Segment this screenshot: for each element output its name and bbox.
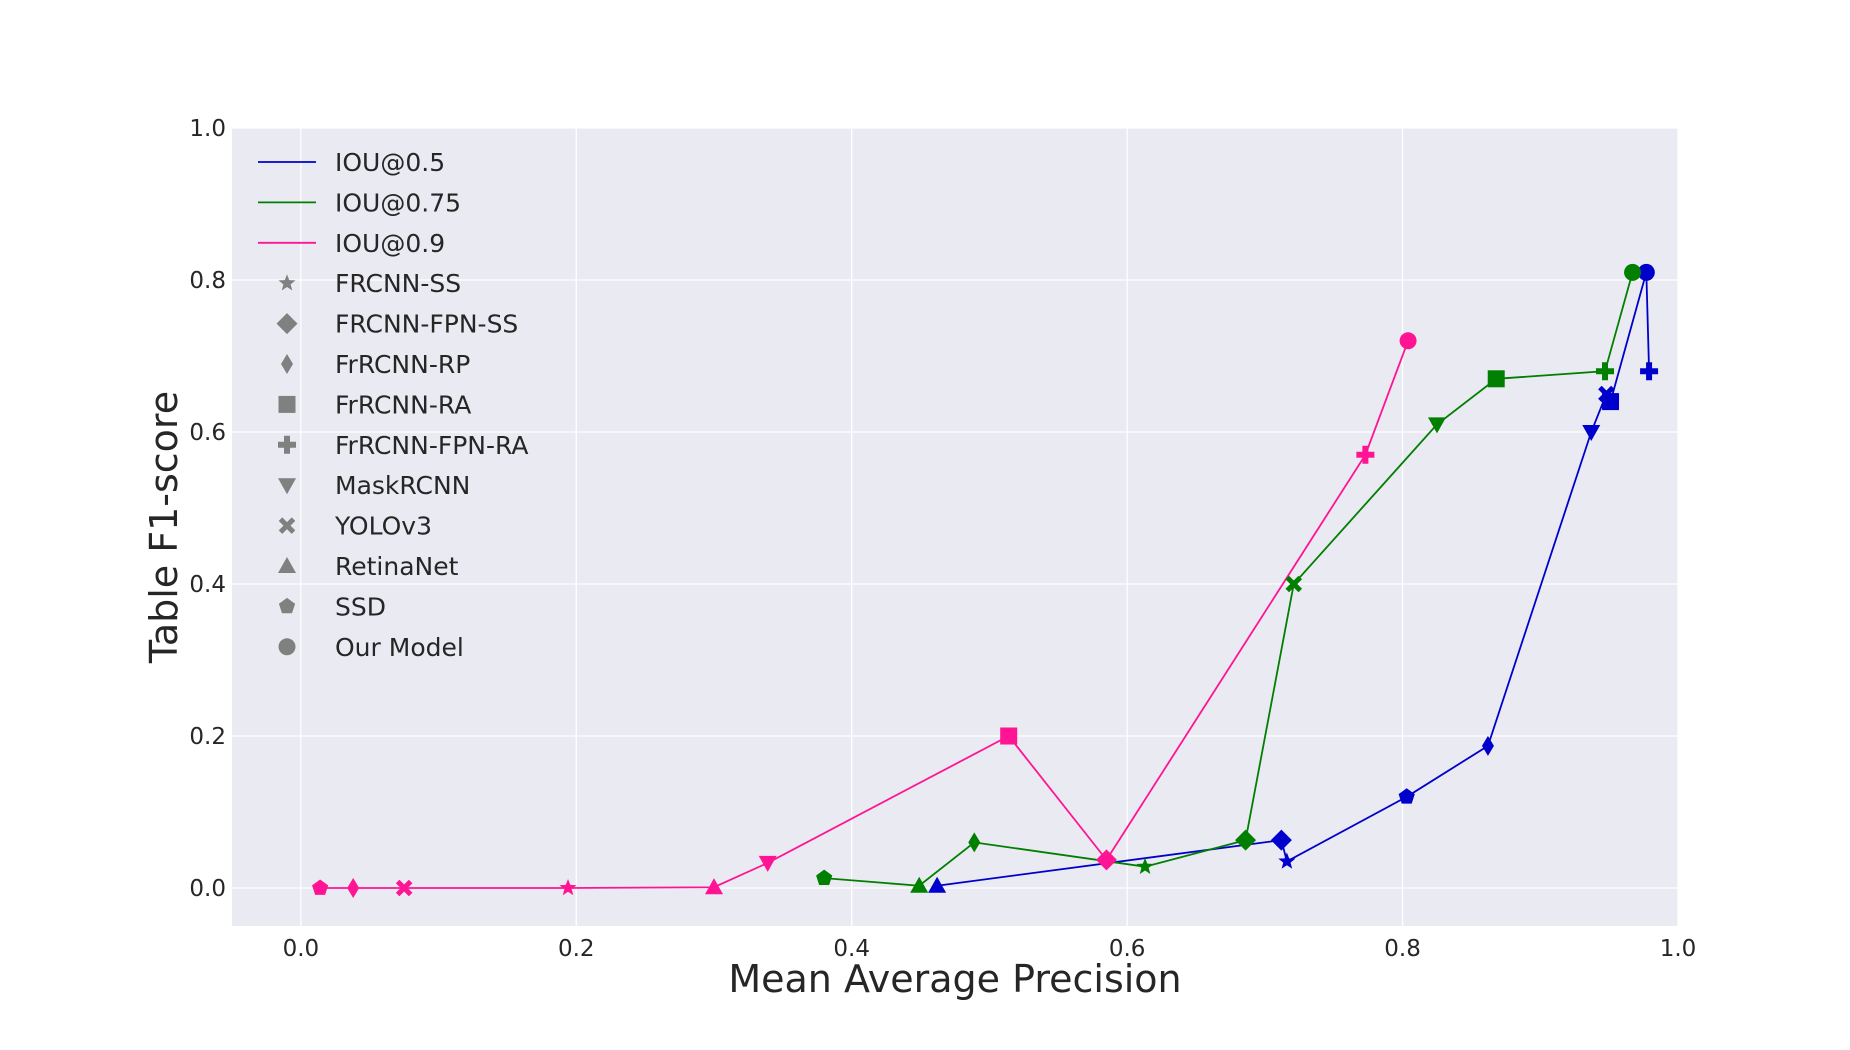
series-markers (312, 263, 1659, 898)
data-point-iou-0-9-our-model (1399, 332, 1417, 350)
legend-label-frrcnn-ra: FrRCNN-RA (335, 390, 471, 419)
legend-label-retinanet: RetinaNet (335, 552, 459, 581)
y-tick-label: 1.0 (189, 116, 226, 142)
data-point-iou-0-9-frrcnn-ra (1000, 727, 1018, 745)
x-tick-label: 1.0 (1660, 936, 1697, 962)
series-line-iou-0-75 (824, 272, 1634, 887)
x-tick-label: 0.0 (283, 936, 320, 962)
legend-label-ssd: SSD (335, 592, 386, 621)
data-point-iou-0-5-our-model (1637, 263, 1655, 281)
legend-marker-maskrcnn (278, 478, 296, 495)
legend-marker-frrcnn-rp (281, 354, 293, 374)
legend-label-iou-0-75: IOU@0.75 (335, 188, 461, 217)
data-point-iou-0-5-frcnn-fpn-ss (1270, 829, 1292, 851)
data-point-iou-0-9-frrcnn-rp (347, 878, 360, 898)
legend-label-frcnn-ss: FRCNN-SS (335, 269, 461, 298)
legend-marker-our-model (278, 638, 296, 656)
x-tick-label: 0.2 (558, 936, 595, 962)
data-point-iou-0-75-frrcnn-rp (968, 832, 981, 853)
y-axis-label: Table F1-score (142, 391, 186, 664)
x-axis-label: Mean Average Precision (728, 957, 1181, 1001)
data-point-iou-0-75-our-model (1624, 263, 1642, 281)
tick-labels: 0.0 0.2 0.4 0.6 0.8 1.0 0.0 0.2 0.4 0.6 0.8 1.0 (189, 116, 1696, 962)
legend-label-frrcnn-fpn-ra: FrRCNN-FPN-RA (335, 431, 528, 460)
legend: IOU@0.5 IOU@0.75 IOU@0.9 FRCNN-SS FRCNN-FPN-… (258, 148, 528, 662)
data-point-iou-0-75-frrcnn-ra (1487, 370, 1505, 388)
data-point-iou-0-75-frcnn-fpn-ss (1235, 829, 1257, 851)
data-point-iou-0-5-retinanet (928, 876, 947, 893)
data-point-iou-0-5-frrcnn-fpn-ra (1640, 362, 1659, 381)
legend-label-yolov3: YOLOv3 (334, 512, 432, 541)
y-tick-label: 0.8 (189, 268, 226, 294)
legend-label-maskrcnn: MaskRCNN (335, 471, 470, 500)
data-point-iou-0-5-maskrcnn (1582, 425, 1601, 441)
x-tick-label: 0.8 (1384, 936, 1421, 962)
data-point-iou-0-75-frrcnn-fpn-ra (1596, 362, 1615, 381)
data-point-iou-0-75-retinanet (910, 876, 929, 893)
data-point-iou-0-9-maskrcnn (758, 855, 777, 872)
series-line-iou-0-5 (936, 272, 1650, 887)
legend-marker-retinanet (278, 557, 296, 573)
data-point-iou-0-9-yolov3 (395, 879, 413, 897)
series-line-iou-0-9 (320, 340, 1409, 889)
x-tick-label: 0.6 (1109, 936, 1146, 962)
data-point-iou-0-5-ssd (1398, 788, 1415, 804)
data-point-iou-0-75-ssd (816, 869, 833, 885)
legend-marker-frcnn-fpn-ss (276, 313, 298, 335)
data-point-iou-0-75-frcnn-ss (1136, 857, 1154, 874)
data-point-iou-0-5-frrcnn-ra (1602, 393, 1620, 411)
legend-marker-frrcnn-ra (278, 395, 296, 413)
y-tick-label: 0.2 (189, 724, 226, 750)
plot-background (232, 128, 1678, 926)
legend-marker-frcnn-ss (278, 274, 296, 291)
legend-marker-ssd (278, 597, 296, 614)
legend-marker-yolov3 (278, 517, 296, 534)
data-point-iou-0-9-frcnn-fpn-ss (1095, 849, 1117, 871)
data-point-iou-0-75-maskrcnn (1428, 417, 1446, 434)
data-point-iou-0-5-frcnn-ss (1278, 852, 1296, 869)
data-point-iou-0-5-frrcnn-rp (1481, 735, 1494, 756)
legend-label-iou-0-5: IOU@0.5 (335, 148, 445, 177)
legend-label-our-model: Our Model (335, 633, 464, 662)
series-lines (320, 272, 1650, 889)
data-point-iou-0-9-frcnn-ss (559, 879, 577, 896)
data-point-iou-0-75-yolov3 (1285, 575, 1303, 593)
data-point-iou-0-9-frrcnn-fpn-ra (1356, 445, 1375, 464)
legend-label-frrcnn-rp: FrRCNN-RP (335, 350, 470, 379)
y-tick-label: 0.4 (189, 572, 226, 598)
legend-marker-frrcnn-fpn-ra (278, 435, 296, 454)
legend-label-frcnn-fpn-ss: FRCNN-FPN-SS (335, 310, 518, 339)
y-tick-label: 0.6 (189, 420, 226, 446)
x-tick-label: 0.4 (833, 936, 870, 962)
data-point-iou-0-9-ssd (312, 879, 329, 895)
data-point-iou-0-9-retinanet (705, 878, 723, 895)
legend-label-iou-0-9: IOU@0.9 (335, 229, 445, 258)
y-tick-label: 0.0 (189, 876, 226, 902)
